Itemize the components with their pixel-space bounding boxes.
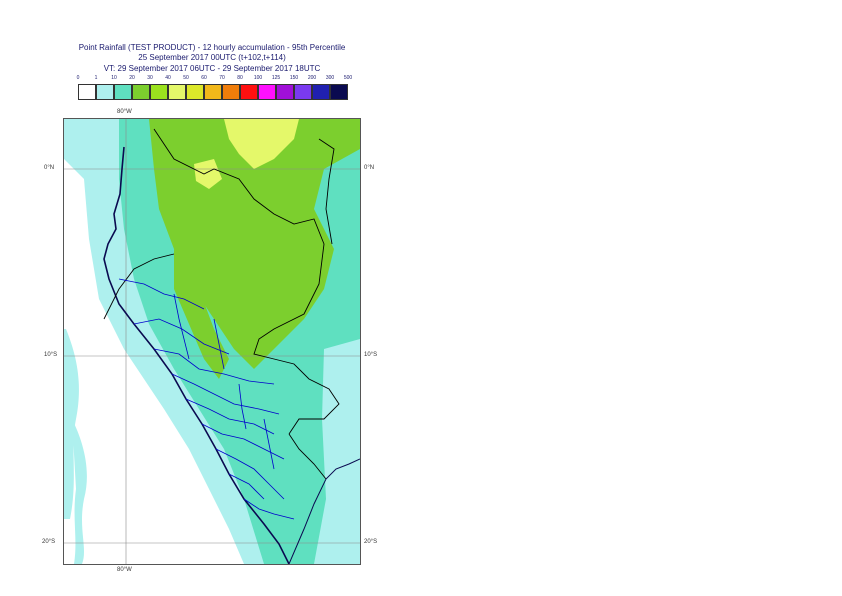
legend-label: 0: [76, 75, 80, 81]
legend-swatch: [222, 84, 240, 100]
legend-label: 10: [111, 75, 117, 81]
legend-swatch: [294, 84, 312, 100]
heavy-rain-patch: [194, 159, 222, 189]
base-time: 25 September 2017 00UTC (t+102,t+114): [138, 53, 286, 62]
legend-label: 20: [129, 75, 135, 81]
lat-label-0-left: 0°N: [44, 165, 55, 171]
legend-swatch: [240, 84, 258, 100]
legend-label: 150: [289, 75, 299, 81]
legend-swatch: [204, 84, 222, 100]
legend-label: 200: [307, 75, 317, 81]
rainfall-map: [63, 118, 361, 565]
lat-label-10-left: 10°S: [44, 352, 58, 358]
coastline: [103, 146, 290, 564]
legend-label: 500: [343, 75, 353, 81]
lat-label-0-right: 0°N: [364, 165, 375, 171]
legend-label: 70: [219, 75, 225, 81]
legend-swatch: [78, 84, 96, 100]
map-title: Point Rainfall (TEST PRODUCT) - 12 hourl…: [78, 43, 346, 52]
legend-label: 50: [183, 75, 189, 81]
lat-label-20-right: 20°S: [364, 539, 378, 545]
legend-label: 60: [201, 75, 207, 81]
legend-swatch: [312, 84, 330, 100]
heavy-rain-patch: [224, 119, 299, 169]
legend-label: 80: [237, 75, 243, 81]
legend-swatch: [96, 84, 114, 100]
legend-label: 100: [253, 75, 263, 81]
legend-label: 1: [94, 75, 98, 81]
offshore-streak: [72, 419, 87, 564]
legend-swatch: [258, 84, 276, 100]
legend-swatch: [276, 84, 294, 100]
national-borders: [103, 128, 340, 480]
graticule: [64, 119, 360, 564]
moderate-rain-area: [174, 249, 229, 379]
dry-area: [64, 159, 244, 564]
lat-label-20-left: 20°S: [42, 539, 56, 545]
legend-swatch: [330, 84, 348, 100]
regional-borders: [118, 278, 295, 520]
color-legend: 0 1 10 20 30 40 50 60 70 80 100 125 150 200 300 500: [76, 75, 352, 103]
legend-label: 125: [271, 75, 281, 81]
legend-swatch: [114, 84, 132, 100]
map-canvas: [64, 119, 360, 564]
legend-swatch: [168, 84, 186, 100]
legend-swatch: [186, 84, 204, 100]
legend-label: 30: [147, 75, 153, 81]
lat-label-10-right: 10°S: [364, 352, 378, 358]
legend-swatch: [150, 84, 168, 100]
legend-swatch: [132, 84, 150, 100]
lon-label-bottom: 80°W: [117, 567, 132, 573]
legend-label: 40: [165, 75, 171, 81]
validity-time: VT: 29 September 2017 06UTC - 29 Septemb…: [103, 64, 321, 73]
east-light-area: [314, 339, 360, 564]
lon-label-top: 80°W: [117, 109, 132, 115]
legend-label: 300: [325, 75, 335, 81]
offshore-streak: [64, 329, 79, 519]
